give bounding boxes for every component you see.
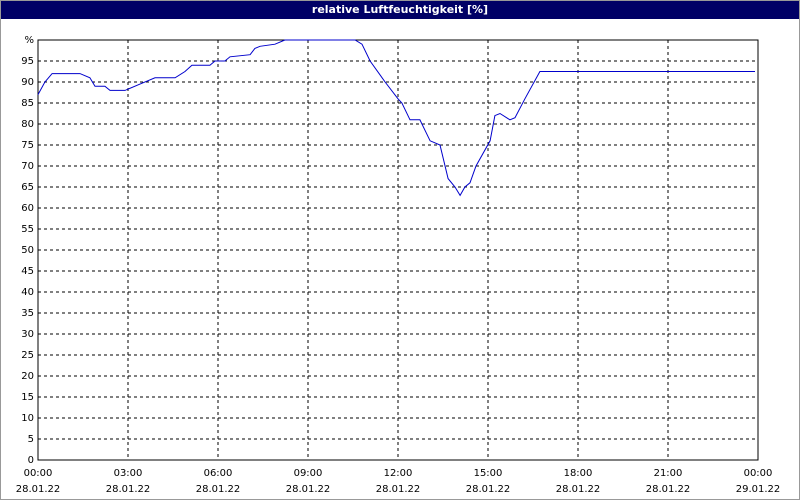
x-tick-date: 28.01.22 (556, 484, 601, 495)
x-tick-date: 29.01.22 (736, 484, 781, 495)
x-tick-label: 18:00 (564, 468, 593, 479)
y-tick-label: 5 (28, 434, 34, 445)
y-tick-label: 35 (21, 308, 34, 319)
y-tick-label: 80 (21, 119, 34, 130)
x-tick-label: 15:00 (474, 468, 503, 479)
y-tick-label: 50 (21, 245, 34, 256)
x-tick-label: 06:00 (204, 468, 233, 479)
y-tick-label: 10 (21, 413, 34, 424)
y-tick-label: 45 (21, 266, 34, 277)
data-line (37, 39, 755, 197)
y-tick-label: 15 (21, 392, 34, 403)
x-tick-label: 12:00 (384, 468, 413, 479)
title-bar (1, 1, 799, 19)
x-tick-label: 00:00 (744, 468, 773, 479)
y-tick-label: 25 (21, 350, 34, 361)
y-tick-label: 70 (21, 161, 34, 172)
x-tick-label: 09:00 (294, 468, 323, 479)
x-tick-date: 28.01.22 (376, 484, 421, 495)
y-tick-label: 40 (21, 287, 34, 298)
y-tick-label: 55 (21, 224, 34, 235)
x-tick-label: 03:00 (114, 468, 143, 479)
y-tick-label: 90 (21, 77, 34, 88)
y-tick-label: 60 (21, 203, 34, 214)
x-tick-date: 28.01.22 (106, 484, 151, 495)
plot-border (37, 39, 759, 461)
x-tick-date: 28.01.22 (646, 484, 691, 495)
y-tick-label: % (24, 35, 34, 46)
x-tick-date: 28.01.22 (196, 484, 241, 495)
y-tick-label: 20 (21, 371, 34, 382)
y-tick-label: 95 (21, 56, 34, 67)
chart-title: relative Luftfeuchtigkeit [%] (312, 3, 488, 16)
x-tick-label: 21:00 (654, 468, 683, 479)
x-tick-label: 00:00 (24, 468, 53, 479)
y-tick-label: 75 (21, 140, 34, 151)
x-tick-date: 28.01.22 (16, 484, 61, 495)
y-tick-label: 30 (21, 329, 34, 340)
y-tick-label: 65 (21, 182, 34, 193)
x-tick-date: 28.01.22 (466, 484, 511, 495)
y-tick-label: 0 (28, 455, 34, 466)
x-tick-date: 28.01.22 (286, 484, 331, 495)
y-tick-label: 85 (21, 98, 34, 109)
